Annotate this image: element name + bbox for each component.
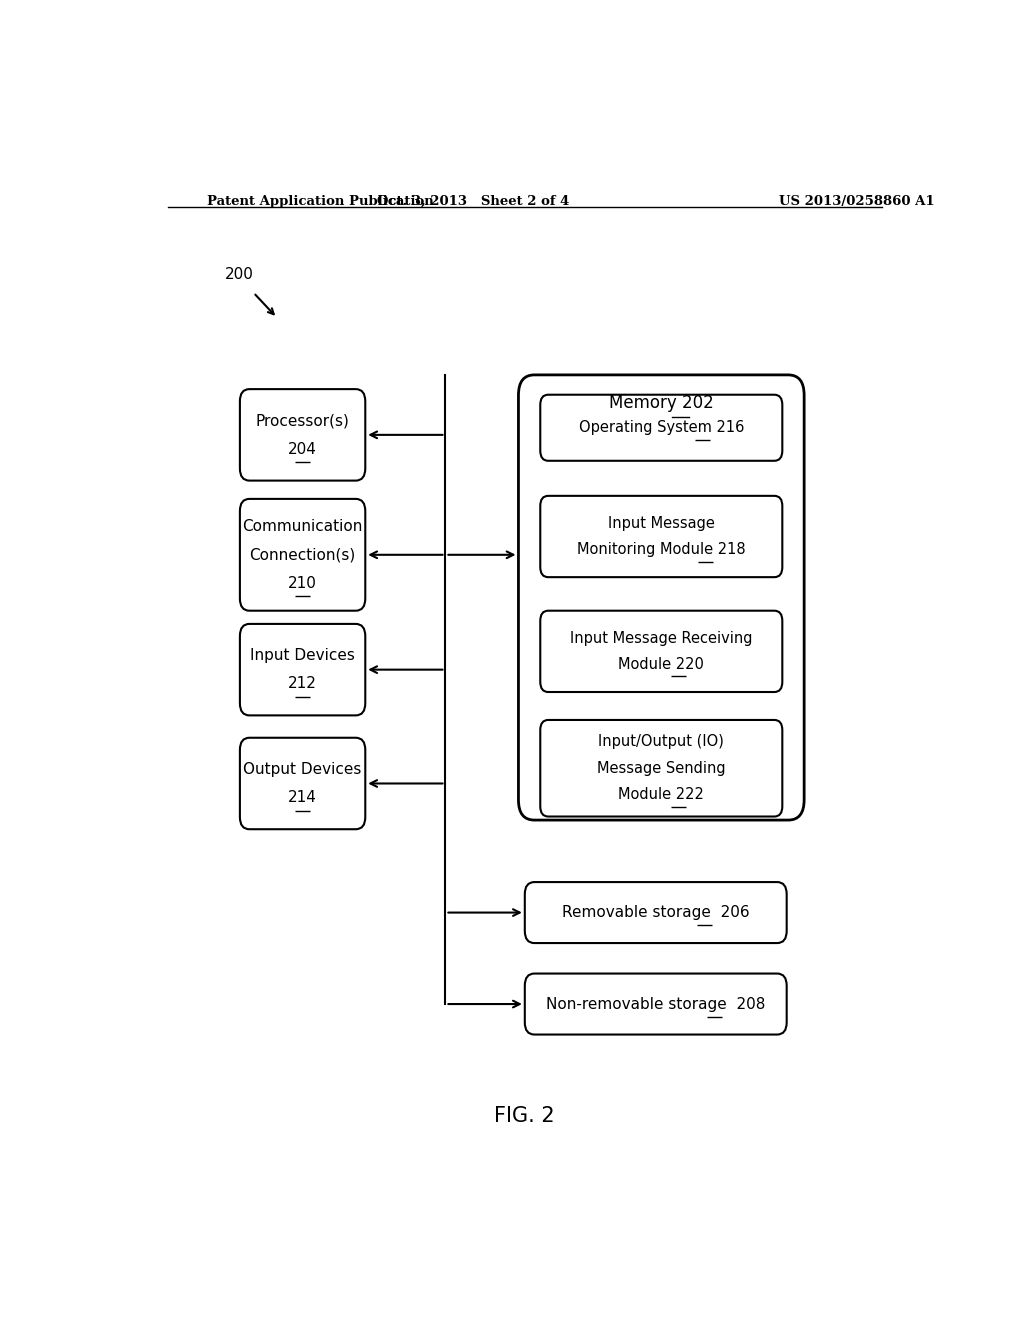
Text: 214: 214 [288, 791, 317, 805]
Text: Input/Output (IO): Input/Output (IO) [598, 734, 724, 750]
Text: Removable storage  206: Removable storage 206 [562, 906, 750, 920]
Text: Output Devices: Output Devices [244, 762, 361, 776]
FancyBboxPatch shape [524, 974, 786, 1035]
FancyBboxPatch shape [240, 624, 366, 715]
FancyBboxPatch shape [541, 611, 782, 692]
Text: Processor(s): Processor(s) [256, 413, 349, 428]
Text: Module 220: Module 220 [618, 657, 705, 672]
FancyBboxPatch shape [541, 719, 782, 817]
Text: US 2013/0258860 A1: US 2013/0258860 A1 [778, 195, 934, 209]
FancyBboxPatch shape [518, 375, 804, 820]
Text: Connection(s): Connection(s) [250, 548, 355, 562]
Text: Input Devices: Input Devices [250, 648, 355, 663]
Text: Communication: Communication [243, 519, 362, 533]
Text: 200: 200 [225, 267, 254, 282]
Text: Monitoring Module 218: Monitoring Module 218 [577, 543, 745, 557]
Text: Input Message: Input Message [608, 516, 715, 531]
Text: Module 222: Module 222 [618, 787, 705, 803]
Text: FIG. 2: FIG. 2 [495, 1106, 555, 1126]
Text: Memory 202: Memory 202 [609, 395, 714, 412]
FancyBboxPatch shape [240, 499, 366, 611]
FancyBboxPatch shape [240, 738, 366, 829]
Text: Patent Application Publication: Patent Application Publication [207, 195, 434, 209]
Text: 204: 204 [288, 442, 317, 457]
Text: 212: 212 [288, 676, 317, 692]
Text: Non-removable storage  208: Non-removable storage 208 [546, 997, 765, 1011]
Text: Message Sending: Message Sending [597, 760, 726, 776]
FancyBboxPatch shape [541, 395, 782, 461]
FancyBboxPatch shape [524, 882, 786, 942]
Text: Operating System 216: Operating System 216 [579, 420, 744, 436]
FancyBboxPatch shape [541, 496, 782, 577]
Text: 210: 210 [288, 576, 317, 591]
FancyBboxPatch shape [240, 389, 366, 480]
Text: Input Message Receiving: Input Message Receiving [570, 631, 753, 645]
Text: Oct. 3, 2013   Sheet 2 of 4: Oct. 3, 2013 Sheet 2 of 4 [377, 195, 569, 209]
